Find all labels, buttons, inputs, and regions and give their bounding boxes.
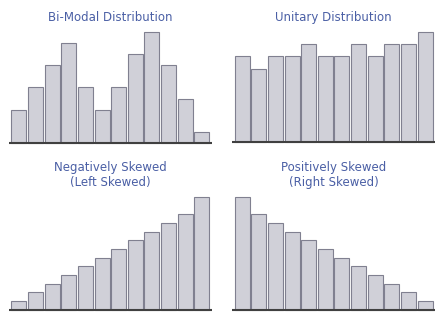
Bar	[128, 240, 143, 310]
Bar	[178, 215, 193, 310]
Bar	[28, 87, 43, 143]
Bar	[351, 266, 366, 310]
Bar	[251, 69, 266, 143]
Bar	[61, 43, 76, 143]
Bar	[251, 215, 266, 310]
Bar	[234, 197, 250, 310]
Bar	[401, 44, 416, 143]
Bar	[128, 54, 143, 143]
Bar	[334, 258, 349, 310]
Bar	[178, 98, 193, 143]
Bar	[45, 284, 59, 310]
Bar	[95, 110, 110, 143]
Title: Unitary Distribution: Unitary Distribution	[275, 10, 392, 24]
Bar	[234, 56, 250, 143]
Bar	[318, 56, 333, 143]
Bar	[144, 232, 159, 310]
Bar	[12, 301, 26, 310]
Bar	[28, 292, 43, 310]
Bar	[318, 249, 333, 310]
Bar	[78, 87, 93, 143]
Bar	[401, 292, 416, 310]
Bar	[194, 132, 210, 143]
Title: Bi-Modal Distribution: Bi-Modal Distribution	[48, 10, 173, 24]
Bar	[418, 301, 432, 310]
Bar	[194, 197, 210, 310]
Bar	[144, 32, 159, 143]
Bar	[385, 284, 399, 310]
Bar	[334, 56, 349, 143]
Bar	[301, 240, 316, 310]
Title: Positively Skewed
(Right Skewed): Positively Skewed (Right Skewed)	[281, 161, 386, 189]
Bar	[385, 44, 399, 143]
Bar	[351, 44, 366, 143]
Bar	[78, 266, 93, 310]
Bar	[12, 110, 26, 143]
Bar	[161, 65, 176, 143]
Bar	[268, 223, 283, 310]
Bar	[368, 275, 383, 310]
Bar	[111, 249, 126, 310]
Bar	[45, 65, 59, 143]
Bar	[61, 275, 76, 310]
Bar	[161, 223, 176, 310]
Bar	[111, 87, 126, 143]
Bar	[418, 32, 432, 143]
Bar	[285, 232, 300, 310]
Bar	[301, 44, 316, 143]
Bar	[95, 258, 110, 310]
Bar	[268, 56, 283, 143]
Bar	[368, 56, 383, 143]
Title: Negatively Skewed
(Left Skewed): Negatively Skewed (Left Skewed)	[54, 161, 167, 189]
Bar	[285, 56, 300, 143]
